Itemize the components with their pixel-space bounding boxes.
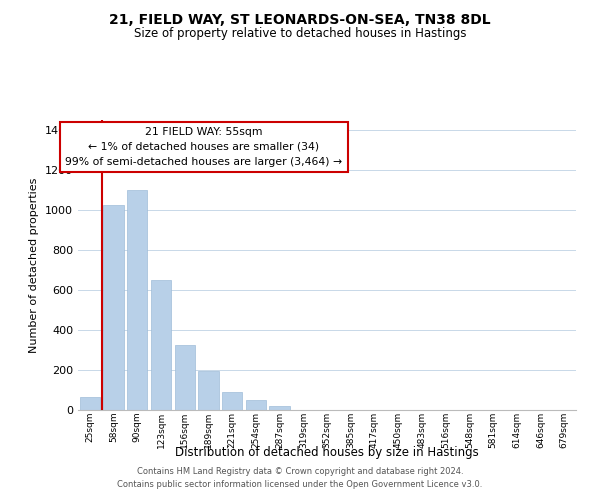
Bar	[151, 280, 171, 410]
Text: Size of property relative to detached houses in Hastings: Size of property relative to detached ho…	[134, 28, 466, 40]
Text: 21 FIELD WAY: 55sqm
← 1% of detached houses are smaller (34)
99% of semi-detache: 21 FIELD WAY: 55sqm ← 1% of detached hou…	[65, 127, 342, 166]
Bar	[80, 397, 100, 410]
Bar	[127, 190, 148, 410]
Bar	[199, 371, 218, 410]
Bar	[269, 406, 290, 410]
Text: Contains HM Land Registry data © Crown copyright and database right 2024.: Contains HM Land Registry data © Crown c…	[137, 467, 463, 476]
Text: Contains public sector information licensed under the Open Government Licence v3: Contains public sector information licen…	[118, 480, 482, 489]
Y-axis label: Number of detached properties: Number of detached properties	[29, 178, 40, 352]
Bar	[222, 392, 242, 410]
Text: 21, FIELD WAY, ST LEONARDS-ON-SEA, TN38 8DL: 21, FIELD WAY, ST LEONARDS-ON-SEA, TN38 …	[109, 12, 491, 26]
Bar	[103, 205, 124, 410]
Bar	[175, 345, 195, 410]
Text: Distribution of detached houses by size in Hastings: Distribution of detached houses by size …	[175, 446, 479, 459]
Bar	[246, 400, 266, 410]
